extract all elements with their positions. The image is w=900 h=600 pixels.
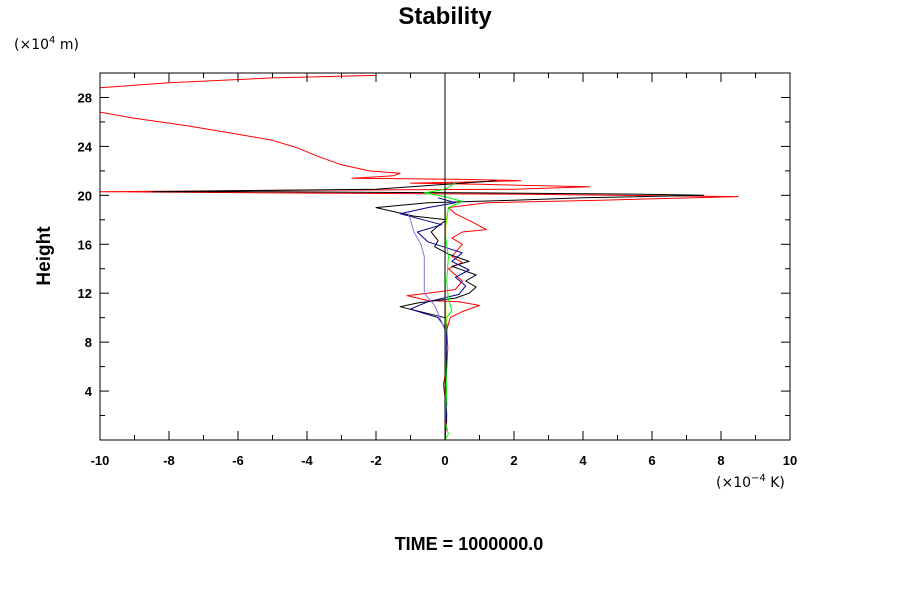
y-tick-label: 4: [85, 384, 93, 399]
x-tick-label: 2: [510, 453, 517, 468]
y-tick-label: 12: [78, 286, 92, 301]
x-unit-exponent: −4: [751, 473, 766, 484]
y-tick-label: 24: [78, 139, 93, 154]
x-unit-base: (×10: [716, 475, 751, 491]
x-tick-label: -8: [163, 453, 175, 468]
plot-frame: [99, 72, 791, 441]
y-tick-label: 28: [78, 90, 92, 105]
series-layer: [100, 74, 739, 440]
y-axis-unit: (×104 m): [14, 35, 79, 53]
x-tick-label: 0: [441, 453, 448, 468]
x-tick-label: 4: [579, 453, 587, 468]
x-tick-label: -2: [370, 453, 382, 468]
y-unit-exponent: 4: [49, 35, 55, 46]
time-label: TIME = 1000000.0: [395, 534, 544, 554]
series-line-7: [444, 195, 447, 440]
x-tick-label: 10: [783, 453, 797, 468]
x-axis-unit: (×10−4 K): [716, 473, 785, 491]
series-line-1: [100, 111, 739, 440]
x-tick-label: -10: [91, 453, 110, 468]
x-tick-label: 6: [648, 453, 655, 468]
x-tick-label: -6: [232, 453, 244, 468]
series-line-3: [151, 180, 705, 440]
chart-title: Stability: [398, 3, 492, 30]
y-tick-label: 20: [78, 188, 92, 203]
x-unit-suffix: K): [766, 475, 785, 491]
y-unit-base: (×10: [14, 37, 49, 53]
y-unit-suffix: m): [55, 37, 79, 53]
x-tick-label: -4: [301, 453, 313, 468]
y-tick-label: 16: [78, 237, 92, 252]
x-tick-label: 8: [717, 453, 724, 468]
y-tick-label: 8: [85, 335, 92, 350]
y-axis-label: Height: [34, 226, 55, 286]
